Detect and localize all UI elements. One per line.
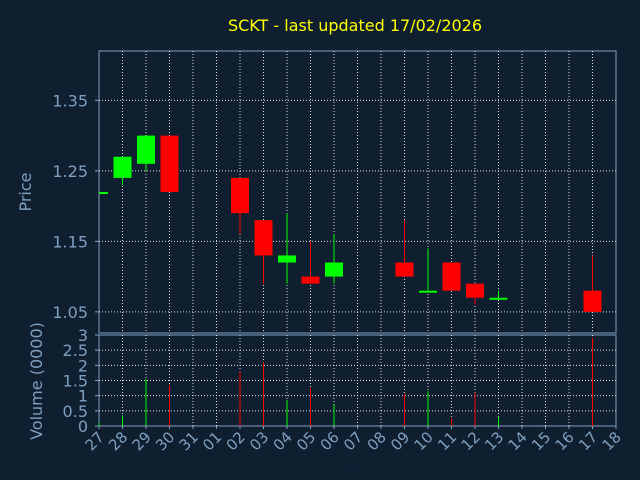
price-panel: 1.05 1.15 1.25 1.35 (52, 50, 617, 334)
x-tick-label: 06 (317, 428, 343, 454)
price-axis-label: Price (16, 172, 35, 211)
candle-body (113, 156, 132, 178)
x-tick-label: 01 (199, 428, 225, 454)
volume-grid (99, 335, 616, 426)
candle-body (395, 262, 414, 277)
x-tick-label: 28 (105, 428, 131, 454)
volume-tick-label: 3 (78, 326, 88, 345)
x-tick-label: 29 (129, 428, 155, 454)
candles (99, 135, 602, 312)
volume-tick-label: 1.5 (63, 372, 88, 391)
volume-tick-label: 0 (78, 417, 88, 436)
volume-tick-label: 2 (78, 356, 88, 375)
candle-body (231, 177, 249, 214)
candle-body (442, 262, 461, 291)
candle-body (278, 255, 296, 263)
x-tick-label: 10 (411, 428, 437, 454)
candle-body (419, 290, 437, 293)
volume-tick-label: 1 (78, 387, 88, 406)
chart-title: SCKT - last updated 17/02/2026 (228, 16, 482, 35)
price-tick-label: 1.15 (52, 232, 88, 251)
volume-tick-label: 0.5 (63, 402, 88, 421)
candle-body (325, 262, 343, 277)
x-tick-label: 09 (387, 428, 413, 454)
x-tick-label: 17 (575, 428, 601, 454)
candle-body (583, 290, 602, 312)
x-tick-label: 14 (505, 428, 531, 454)
x-tick-label: 13 (481, 428, 507, 454)
x-axis-ticks: 2728293031010203040506070809101112131415… (82, 426, 625, 454)
x-tick-label: 05 (293, 428, 319, 454)
x-tick-label: 07 (340, 428, 366, 454)
x-tick-label: 16 (552, 428, 578, 454)
price-tick-label: 1.35 (52, 91, 88, 110)
volume-panel: 00.511.522.53 (63, 326, 617, 436)
x-tick-label: 12 (458, 428, 484, 454)
candle-body (466, 283, 484, 298)
volume-axis-label: Volume (0000) (27, 322, 46, 440)
candle-body (254, 220, 273, 256)
candle-body (301, 276, 320, 284)
price-y-ticks: 1.05 1.15 1.25 1.35 (52, 91, 99, 322)
x-tick-label: 15 (528, 428, 554, 454)
candle-body (160, 135, 179, 192)
x-tick-label: 11 (434, 428, 460, 454)
x-tick-label: 31 (176, 428, 202, 454)
volume-y-ticks: 00.511.522.53 (63, 326, 99, 436)
price-tick-label: 1.25 (52, 162, 88, 181)
x-tick-label: 04 (270, 428, 296, 454)
candle-body (99, 192, 108, 194)
candle-body (489, 297, 508, 300)
volume-tick-label: 2.5 (63, 341, 88, 360)
x-tick-label: 03 (246, 428, 272, 454)
x-tick-label: 30 (152, 428, 178, 454)
x-tick-label: 02 (223, 428, 249, 454)
x-tick-label: 18 (599, 428, 625, 454)
volume-bars (98, 338, 593, 426)
x-axis-label: Day (333, 460, 361, 476)
candle-body (137, 135, 155, 164)
price-tick-label: 1.05 (52, 303, 88, 322)
x-tick-label: 08 (364, 428, 390, 454)
